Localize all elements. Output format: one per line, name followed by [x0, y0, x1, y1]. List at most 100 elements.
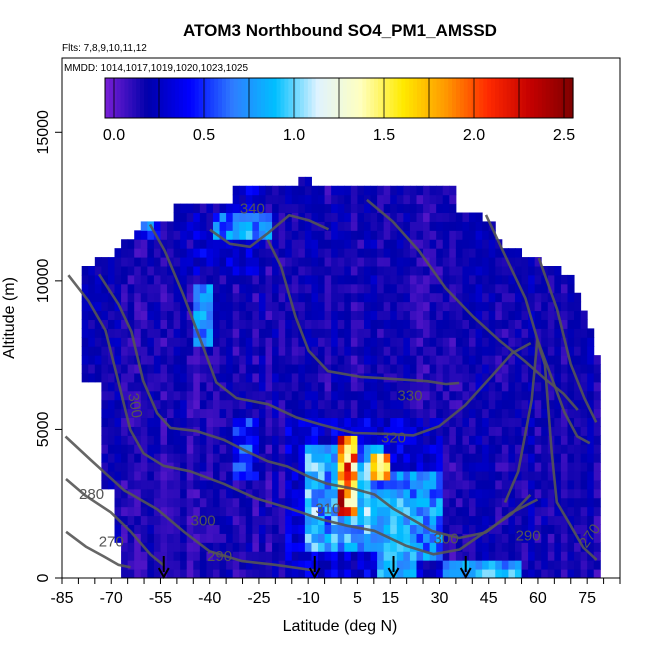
- heatmap-cell: [396, 212, 404, 222]
- heatmap-cell: [219, 364, 227, 374]
- heatmap-cell: [383, 328, 391, 338]
- heatmap-cell: [265, 533, 273, 543]
- heatmap-cell: [127, 435, 135, 445]
- colorbar-segment: [206, 78, 211, 118]
- heatmap-cell: [357, 203, 365, 214]
- heatmap-cell: [318, 426, 326, 436]
- heatmap-cell: [245, 185, 253, 196]
- heatmap-cell: [239, 524, 247, 534]
- heatmap-cell: [121, 364, 129, 374]
- heatmap-cell: [304, 372, 312, 383]
- heatmap-cell: [88, 266, 96, 276]
- heatmap-cell: [436, 185, 444, 196]
- heatmap-cell: [574, 381, 582, 392]
- heatmap-cell: [278, 462, 286, 472]
- heatmap-cell: [252, 292, 260, 303]
- heatmap-cell: [350, 462, 358, 472]
- colorbar-segment: [163, 78, 168, 118]
- colorbar-segment: [526, 78, 531, 118]
- heatmap-cell: [475, 266, 483, 276]
- heatmap-cell: [587, 560, 595, 570]
- heatmap-cell: [232, 569, 240, 578]
- heatmap-cell: [514, 515, 523, 526]
- heatmap-cell: [370, 239, 378, 249]
- heatmap-cell: [239, 533, 247, 543]
- heatmap-cell: [337, 462, 345, 472]
- heatmap-cell: [206, 471, 214, 481]
- heatmap-cell: [180, 346, 188, 356]
- heatmap-cell: [94, 372, 102, 383]
- heatmap-cell: [475, 453, 483, 463]
- heatmap-cell: [291, 283, 299, 294]
- heatmap-cell: [462, 542, 470, 552]
- heatmap-cell: [528, 426, 536, 436]
- heatmap-cell: [344, 185, 352, 196]
- colorbar-segment: [342, 78, 348, 118]
- heatmap-cell: [258, 328, 267, 338]
- heatmap-cell: [442, 462, 450, 472]
- heatmap-cell: [488, 426, 496, 436]
- heatmap-cell: [153, 471, 161, 481]
- heatmap-cell: [331, 426, 339, 436]
- heatmap-cell: [298, 462, 306, 472]
- heatmap-cell: [383, 283, 391, 294]
- heatmap-cell: [226, 524, 234, 534]
- heatmap-cell: [226, 319, 234, 329]
- heatmap-cell: [121, 417, 129, 427]
- heatmap-cell: [127, 471, 135, 481]
- heatmap-cell: [495, 319, 503, 329]
- heatmap-cell: [560, 346, 568, 356]
- colorbar-segment: [510, 78, 516, 118]
- colorbar-segment: [284, 78, 289, 118]
- heatmap-cell: [180, 372, 188, 383]
- heatmap-cell: [587, 444, 595, 454]
- heatmap-cell: [383, 301, 391, 312]
- heatmap-cell: [206, 328, 214, 338]
- heatmap-cell: [212, 328, 221, 338]
- heatmap-cell: [265, 257, 273, 267]
- heatmap-cell: [383, 292, 391, 303]
- colorbar-segment: [561, 78, 566, 118]
- heatmap-cell: [167, 355, 175, 365]
- heatmap-cell: [212, 399, 221, 410]
- heatmap-cell: [173, 310, 181, 320]
- heatmap-cell: [121, 453, 129, 463]
- heatmap-cell: [383, 221, 391, 231]
- heatmap-cell: [265, 417, 273, 427]
- heatmap-cell: [396, 533, 404, 543]
- heatmap-cell: [423, 381, 431, 392]
- heatmap-cell: [212, 533, 221, 543]
- heatmap-cell: [212, 372, 221, 383]
- heatmap-cell: [528, 417, 536, 427]
- heatmap-cell: [396, 364, 404, 374]
- heatmap-cell: [232, 283, 240, 294]
- heatmap-cell: [186, 471, 194, 481]
- heatmap-cell: [370, 435, 378, 445]
- heatmap-cell: [291, 533, 299, 543]
- heatmap-cell: [363, 239, 372, 249]
- heatmap-cell: [409, 479, 417, 490]
- heatmap-cell: [318, 471, 326, 481]
- heatmap-cell: [134, 328, 142, 338]
- heatmap-cell: [449, 257, 457, 267]
- heatmap-cell: [449, 310, 457, 320]
- heatmap-cell: [580, 328, 588, 338]
- heatmap-cell: [409, 488, 417, 499]
- colorbar-segment: [389, 78, 395, 118]
- heatmap-cell: [199, 399, 207, 410]
- heatmap-cell: [127, 257, 135, 267]
- heatmap-cell: [514, 319, 523, 329]
- heatmap-cell: [272, 542, 280, 552]
- heatmap-cell: [167, 319, 175, 329]
- heatmap-cell: [285, 319, 293, 329]
- heatmap-cell: [357, 301, 365, 312]
- heatmap-cell: [383, 453, 391, 463]
- heatmap-cell: [140, 408, 148, 419]
- heatmap-cell: [442, 301, 450, 312]
- heatmap-cell: [258, 569, 267, 578]
- heatmap-cell: [278, 221, 286, 231]
- heatmap-cell: [462, 257, 470, 267]
- heatmap-cell: [232, 194, 240, 205]
- heatmap-cell: [574, 551, 582, 561]
- heatmap-cell: [199, 569, 207, 578]
